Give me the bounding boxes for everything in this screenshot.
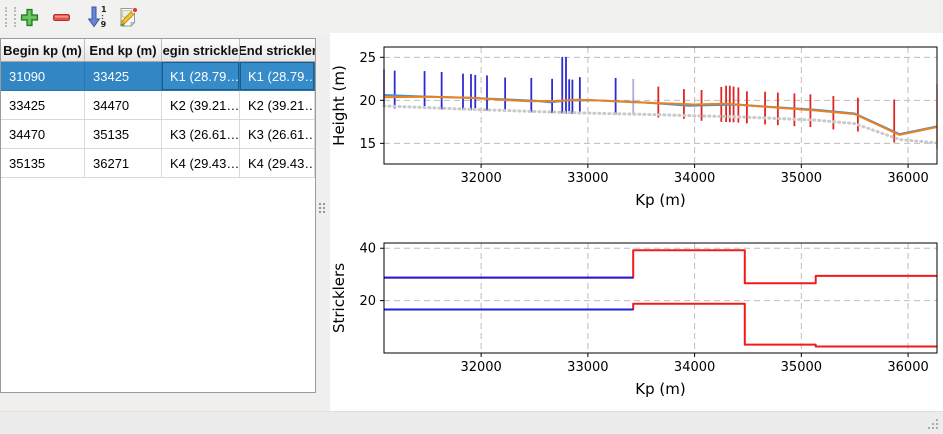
- column-header-begin-strickler[interactable]: egin strickle: [162, 39, 240, 61]
- svg-text:Stricklers: Stricklers: [330, 263, 348, 333]
- table-header-row: Begin kp (m) End kp (m) egin strickle En…: [1, 39, 315, 62]
- column-header-end-kp[interactable]: End kp (m): [85, 39, 162, 61]
- cell-end-kp[interactable]: 33425: [85, 62, 162, 91]
- panel-splitter[interactable]: [316, 38, 330, 411]
- toolbar: 1 9: [0, 0, 943, 34]
- svg-text:15: 15: [359, 137, 376, 152]
- cell-begin-kp[interactable]: 34470: [1, 120, 85, 149]
- cell-begin-kp[interactable]: 35135: [1, 149, 85, 178]
- cell-end-strickler[interactable]: K4 (29.43…: [240, 149, 315, 178]
- minus-icon: [52, 13, 70, 21]
- cell-end-kp[interactable]: 34470: [85, 91, 162, 120]
- remove-row-button[interactable]: [48, 4, 74, 30]
- height-and-stricklers-charts: 32000 33000 34000 35000 36000 15 20 25 Kp (m) Hei…: [330, 46, 939, 398]
- column-header-end-strickler[interactable]: End strickler: [240, 42, 315, 58]
- cell-begin-strickler[interactable]: K4 (29.43…: [162, 149, 240, 178]
- svg-text:36000: 36000: [887, 360, 928, 375]
- svg-text:20: 20: [359, 94, 376, 109]
- svg-text:Kp (m): Kp (m): [635, 191, 685, 209]
- svg-text:33000: 33000: [567, 360, 608, 375]
- svg-text:32000: 32000: [460, 171, 501, 186]
- status-bar: [0, 411, 943, 434]
- svg-text:35000: 35000: [781, 360, 822, 375]
- cell-end-kp[interactable]: 35135: [85, 120, 162, 149]
- svg-text:25: 25: [359, 51, 376, 66]
- charts-panel: 32000 33000 34000 35000 36000 15 20 25 Kp (m) Hei…: [330, 33, 943, 411]
- sort-rows-button[interactable]: 1 9: [83, 4, 109, 30]
- svg-text:34000: 34000: [674, 360, 715, 375]
- svg-text:1: 1: [101, 5, 107, 14]
- stricklers-zones-table: Begin kp (m) End kp (m) egin strickle En…: [0, 38, 316, 393]
- cell-begin-strickler[interactable]: K3 (26.61…: [162, 120, 240, 149]
- svg-text:35000: 35000: [781, 171, 822, 186]
- table-row[interactable]: 35135 36271 K4 (29.43… K4 (29.43…: [1, 149, 315, 178]
- column-header-begin-kp[interactable]: Begin kp (m): [1, 39, 85, 61]
- cell-end-strickler[interactable]: K3 (26.61…: [240, 120, 315, 149]
- cell-end-strickler[interactable]: K2 (39.21…: [240, 91, 315, 120]
- toolbar-drag-handle[interactable]: [5, 7, 16, 27]
- chart-stricklers: 32000 33000 34000 35000 36000 20 40 Kp (m) Stric…: [330, 242, 938, 398]
- svg-text:Kp (m): Kp (m): [635, 380, 685, 398]
- svg-text:32000: 32000: [460, 360, 501, 375]
- cell-begin-kp[interactable]: 31090: [1, 62, 85, 91]
- svg-text:9: 9: [101, 20, 107, 29]
- table-row[interactable]: 34470 35135 K3 (26.61… K3 (26.61…: [1, 120, 315, 149]
- svg-text:34000: 34000: [674, 171, 715, 186]
- add-row-button[interactable]: [16, 4, 42, 30]
- edit-pencil-icon: [120, 7, 138, 27]
- table-row[interactable]: 31090 33425 K1 (28.79… K1 (28.79…: [1, 62, 315, 91]
- splitter-handle-icon: [318, 202, 326, 214]
- chart-height-m-: 32000 33000 34000 35000 36000 15 20 25 Kp (m) Hei…: [330, 46, 939, 209]
- cell-begin-kp[interactable]: 33425: [1, 91, 85, 120]
- sort-numeric-down-icon: 1 9: [87, 5, 107, 29]
- svg-text:20: 20: [359, 294, 376, 309]
- edit-button[interactable]: [115, 4, 141, 30]
- cell-begin-strickler[interactable]: K1 (28.79…: [162, 62, 240, 91]
- svg-text:33000: 33000: [567, 171, 608, 186]
- cell-begin-strickler[interactable]: K2 (39.21…: [162, 91, 240, 120]
- table-row[interactable]: 33425 34470 K2 (39.21… K2 (39.21…: [1, 91, 315, 120]
- cell-end-kp[interactable]: 36271: [85, 149, 162, 178]
- cell-end-strickler[interactable]: K1 (28.79…: [240, 62, 315, 91]
- svg-text:Height (m): Height (m): [330, 65, 348, 146]
- svg-text:36000: 36000: [887, 171, 928, 186]
- resize-grip-icon[interactable]: [926, 417, 940, 431]
- svg-text:40: 40: [359, 242, 376, 257]
- plus-icon: [20, 8, 38, 26]
